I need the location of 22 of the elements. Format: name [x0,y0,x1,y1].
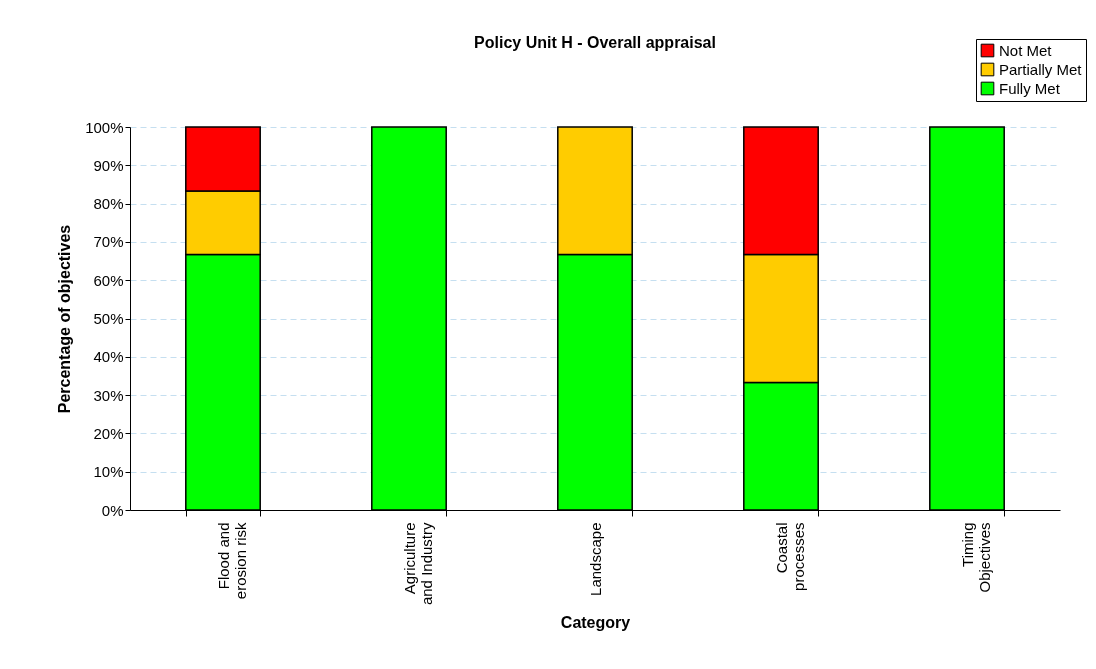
y-tick-label: 50% [93,310,124,327]
y-tick-label: 80% [93,195,124,213]
legend-label: Fully Met [999,79,1061,97]
x-tick-label: Agriculture and Industry [400,522,435,606]
y-tick-label: 10% [93,463,124,481]
x-tick-label: Timing Objectives [958,522,993,593]
y-tick-label: 90% [93,156,124,174]
x-tick-label: Coastal processes [772,522,807,591]
y-axis-title: Percentage of objectives [56,224,74,414]
y-tick-label: 100% [85,118,124,136]
x-tick-label: Landscape [586,522,604,596]
y-tick-label: 70% [93,233,124,251]
legend-label: Not Met [999,41,1053,59]
y-tick-label: 60% [93,271,124,289]
x-tick-label: Flood and erosion risk [214,522,249,600]
y-tick-label: 20% [93,424,124,442]
x-axis-title: Category [560,614,631,632]
legend-label: Partially Met [999,60,1083,78]
y-tick-label: 30% [93,386,124,404]
chart-title: Policy Unit H - Overall appraisal [474,33,716,51]
y-tick-label: 0% [101,501,124,519]
y-tick-label: 40% [93,348,124,366]
